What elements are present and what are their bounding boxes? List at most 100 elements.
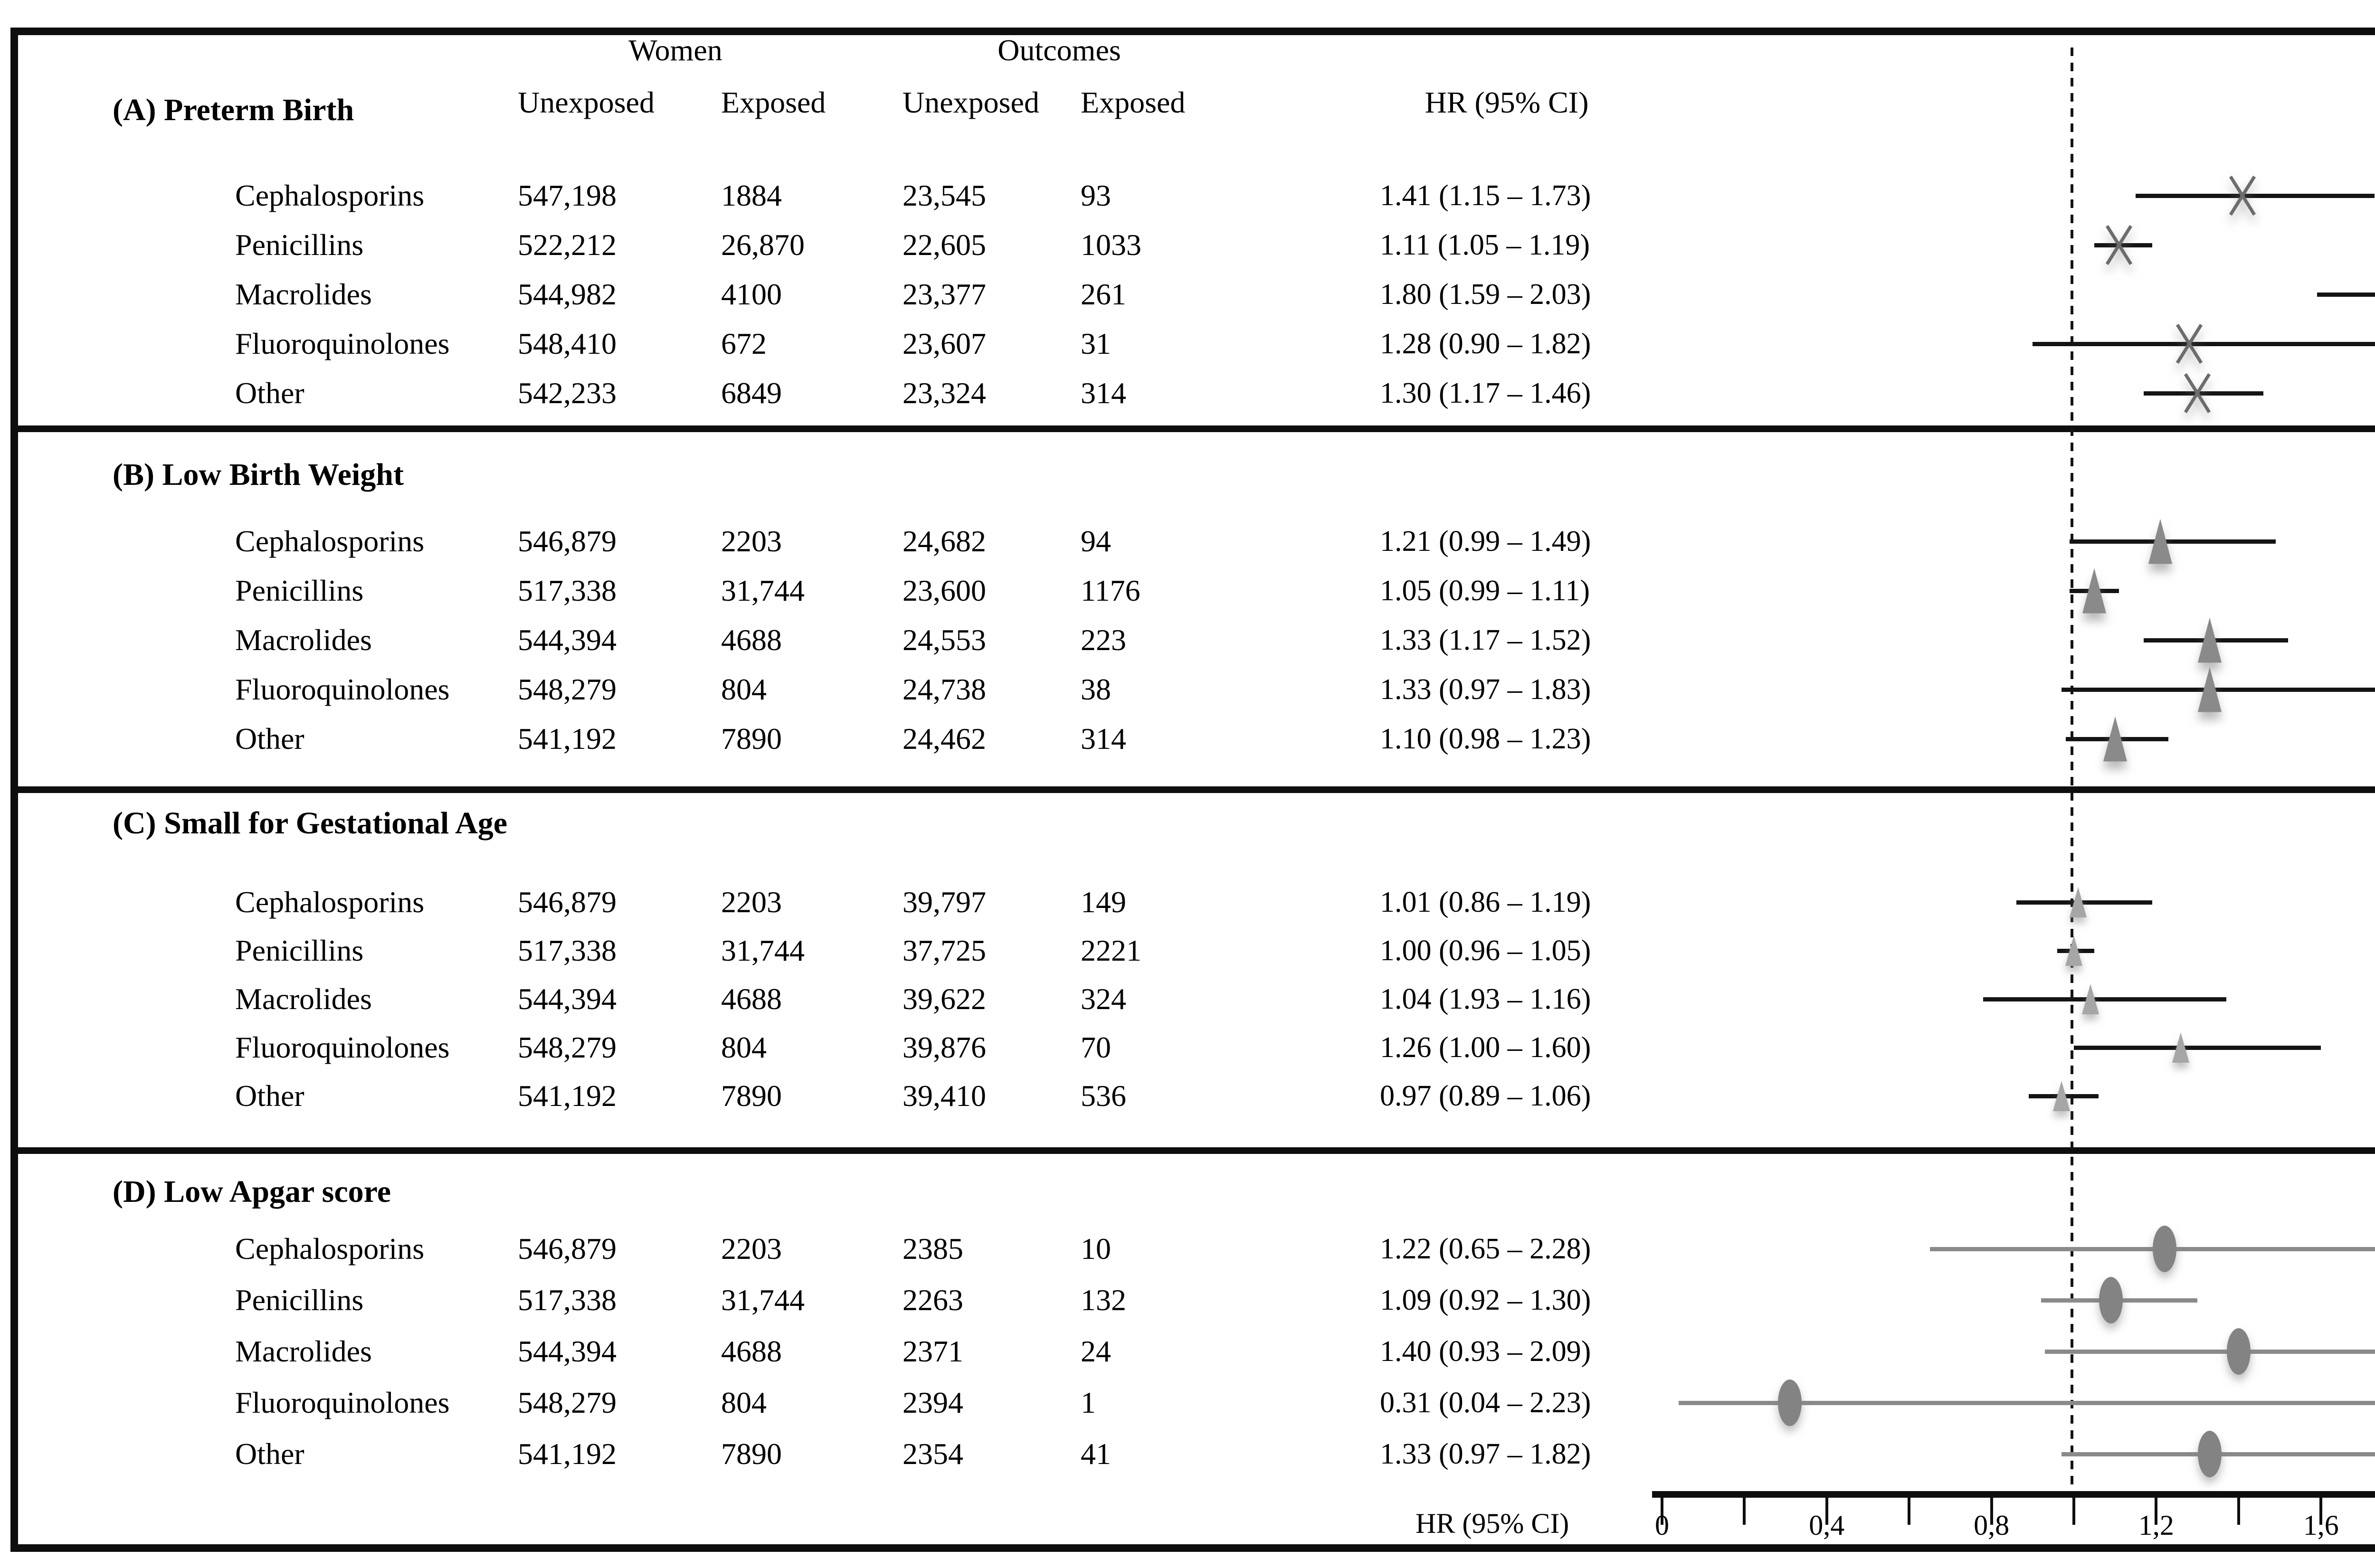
ci-line [2317, 293, 2375, 297]
outcomes-exposed-value: 31 [1081, 327, 1111, 360]
x-axis-tick [2319, 1494, 2323, 1525]
header-hr-ci: HR (95% CI) [1425, 85, 1589, 119]
triangle-marker [2198, 617, 2222, 663]
women-exposed-value: 7890 [721, 1079, 782, 1113]
drug-label: Penicillins [235, 574, 364, 607]
hr-ci-text: 1.22 (0.65 – 2.28) [1380, 1233, 1591, 1265]
header-women-group: Women [628, 33, 722, 67]
women-unexposed-value: 541,192 [518, 722, 617, 756]
outcomes-exposed-value: 70 [1081, 1030, 1111, 1064]
hr-ci-text: 1.33 (0.97 – 1.82) [1380, 1438, 1591, 1470]
hr-ci-text: 1.11 (1.05 – 1.19) [1380, 229, 1590, 261]
x-axis-tick-label: 1,2 [2138, 1510, 2174, 1541]
outcomes-exposed-value: 1176 [1081, 574, 1140, 607]
drug-label: Other [235, 722, 304, 756]
header-women-exposed: Exposed [721, 85, 826, 119]
women-unexposed-value: 544,394 [518, 623, 617, 657]
outcomes-unexposed-value: 2263 [902, 1283, 963, 1317]
hr-ci-text: 0.97 (0.89 – 1.06) [1380, 1080, 1591, 1112]
triangle-small-marker [2052, 1081, 2070, 1111]
outcomes-exposed-value: 314 [1081, 376, 1126, 410]
drug-label: Fluoroquinolones [235, 672, 450, 706]
hr-ci-text: 1.40 (0.93 – 2.09) [1380, 1335, 1591, 1368]
outcomes-unexposed-value: 24,462 [902, 722, 986, 756]
outcomes-exposed-value: 149 [1081, 885, 1126, 919]
outcomes-exposed-value: 24 [1081, 1334, 1111, 1368]
triangle-small-marker [2065, 935, 2082, 966]
women-exposed-value: 26,870 [721, 228, 805, 262]
women-exposed-value: 804 [721, 1030, 767, 1064]
outcomes-unexposed-value: 2385 [902, 1232, 963, 1266]
x-axis-tick-label: 0 [1655, 1510, 1669, 1541]
header-women-unexposed: Unexposed [518, 85, 655, 119]
women-exposed-value: 7890 [721, 722, 782, 756]
women-exposed-value: 4688 [721, 623, 782, 657]
drug-label: Other [235, 1079, 304, 1113]
x-axis-tick-label: 0,8 [1974, 1510, 2010, 1541]
outcomes-unexposed-value: 2394 [902, 1386, 963, 1419]
outcomes-exposed-value: 314 [1081, 722, 1126, 756]
women-unexposed-value: 517,338 [518, 574, 617, 607]
panel-divider [14, 786, 2375, 793]
circle-marker [2152, 1226, 2176, 1272]
drug-label: Macrolides [235, 277, 372, 311]
drug-label: Macrolides [235, 623, 372, 657]
women-unexposed-value: 541,192 [518, 1437, 617, 1471]
women-exposed-value: 2203 [721, 1232, 782, 1266]
panel-title: (A) Preterm Birth [113, 93, 354, 127]
women-exposed-value: 6849 [721, 376, 782, 410]
women-unexposed-value: 541,192 [518, 1079, 617, 1113]
hr-ci-text: 1.05 (0.99 – 1.11) [1380, 575, 1590, 607]
women-unexposed-value: 517,338 [518, 1283, 617, 1317]
outcomes-exposed-value: 536 [1081, 1079, 1126, 1113]
women-exposed-value: 7890 [721, 1437, 782, 1471]
women-exposed-value: 4100 [721, 277, 782, 311]
drug-label: Macrolides [235, 1334, 372, 1368]
drug-label: Cephalosporins [235, 524, 425, 558]
outcomes-unexposed-value: 39,876 [902, 1030, 986, 1064]
women-exposed-value: 2203 [721, 885, 782, 919]
hr-ci-text: 1.09 (0.92 – 1.30) [1380, 1284, 1591, 1316]
outcomes-unexposed-value: 22,605 [902, 228, 986, 262]
triangle-marker [2198, 667, 2222, 712]
women-unexposed-value: 544,982 [518, 277, 617, 311]
x-marker [2225, 173, 2260, 218]
outcomes-unexposed-value: 24,682 [902, 524, 986, 558]
outcomes-exposed-value: 93 [1081, 179, 1111, 212]
panel-title: (C) Small for Gestational Age [113, 806, 508, 841]
outcomes-exposed-value: 38 [1081, 672, 1111, 706]
outcomes-exposed-value: 10 [1081, 1232, 1111, 1266]
outcomes-unexposed-value: 23,607 [902, 327, 986, 360]
x-axis-tick [2237, 1494, 2240, 1525]
outcomes-exposed-value: 94 [1081, 524, 1111, 558]
hr-ci-text: 1.30 (1.17 – 1.46) [1380, 377, 1591, 409]
outcomes-unexposed-value: 23,545 [902, 179, 986, 212]
outcomes-unexposed-value: 39,622 [902, 982, 986, 1016]
women-unexposed-value: 546,879 [518, 885, 617, 919]
circle-marker [2099, 1277, 2123, 1323]
hr-ci-text: 1.33 (1.17 – 1.52) [1380, 624, 1591, 656]
hr-ci-text: 1.04 (1.93 – 1.16) [1380, 983, 1591, 1015]
women-unexposed-value: 547,198 [518, 179, 617, 212]
outcomes-unexposed-value: 39,410 [902, 1079, 986, 1113]
triangle-small-marker [2081, 984, 2099, 1014]
hr-ci-text: 1.41 (1.15 – 1.73) [1380, 179, 1591, 212]
x-marker [2102, 223, 2136, 268]
x-axis-tick [2155, 1494, 2158, 1525]
ci-line [2070, 539, 2276, 544]
hr-ci-text: 0.31 (0.04 – 2.23) [1380, 1387, 1591, 1419]
hr-ci-text: 1.21 (0.99 – 1.49) [1380, 525, 1591, 557]
x-axis-tick-label: 1,6 [2303, 1510, 2339, 1541]
drug-label: Penicillins [235, 1283, 364, 1317]
outcomes-exposed-value: 1 [1081, 1386, 1096, 1419]
outcomes-unexposed-value: 2354 [902, 1437, 963, 1471]
triangle-marker [2103, 716, 2127, 762]
x-axis-line [1652, 1491, 2375, 1498]
outcomes-exposed-value: 41 [1081, 1437, 1111, 1471]
women-exposed-value: 672 [721, 327, 767, 360]
outcomes-unexposed-value: 2371 [902, 1334, 963, 1368]
header-outcomes-exposed: Exposed [1081, 85, 1186, 119]
drug-label: Penicillins [235, 934, 364, 967]
drug-label: Other [235, 376, 304, 410]
outcomes-exposed-value: 223 [1081, 623, 1126, 657]
